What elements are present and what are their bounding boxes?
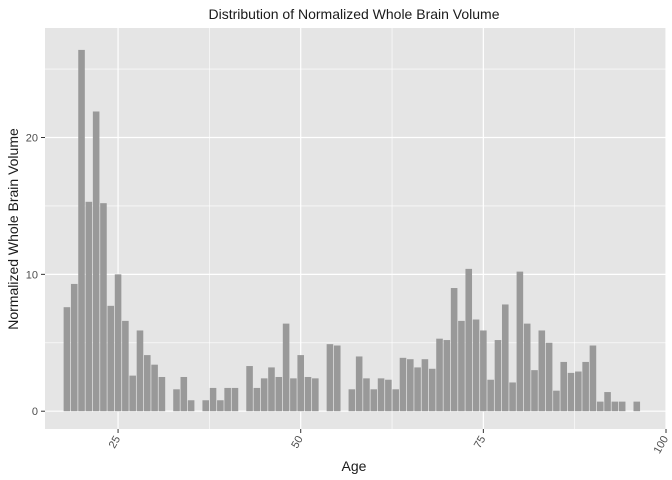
bar — [348, 389, 356, 412]
x-tick-label: 75 — [472, 434, 489, 451]
bar — [312, 378, 319, 412]
bar — [129, 375, 136, 412]
bar — [282, 323, 290, 412]
bar — [582, 361, 589, 412]
bar — [523, 323, 531, 412]
y-axis-title: Normalized Whole Brain Volume — [5, 128, 21, 330]
bar — [158, 376, 166, 412]
bar — [501, 304, 509, 412]
bar — [385, 379, 392, 412]
bar — [370, 389, 378, 412]
chart-title: Distribution of Normalized Whole Brain V… — [208, 6, 499, 22]
bar — [78, 49, 85, 412]
bar — [143, 355, 151, 412]
bar — [326, 344, 334, 412]
bar — [589, 345, 597, 412]
bar — [363, 378, 370, 412]
bar — [516, 271, 524, 412]
y-tick-label: 10 — [26, 269, 38, 281]
bar — [531, 370, 538, 412]
bars — [63, 49, 641, 412]
bar — [494, 340, 502, 412]
grid-minor — [45, 28, 666, 429]
bar — [231, 387, 239, 412]
bar — [297, 355, 304, 412]
bar — [173, 389, 180, 412]
bar — [253, 387, 261, 412]
bar — [63, 307, 71, 412]
bar — [290, 378, 297, 412]
bar — [545, 342, 553, 412]
bar — [304, 376, 312, 412]
bar — [480, 330, 487, 412]
bar — [428, 368, 436, 412]
x-tick-label: 25 — [107, 434, 124, 451]
bar — [333, 345, 341, 412]
bar — [122, 320, 129, 412]
bar — [472, 319, 480, 412]
bar — [596, 401, 604, 412]
bar — [407, 359, 414, 412]
bar — [509, 382, 516, 412]
bar — [187, 400, 195, 412]
bar — [246, 366, 253, 412]
bar — [151, 364, 158, 412]
bar — [136, 330, 144, 412]
bar — [399, 357, 407, 412]
x-tick-label: 100 — [652, 434, 672, 456]
bar — [217, 400, 224, 412]
x-axis-title: Age — [342, 458, 367, 474]
bar — [421, 359, 429, 412]
bar — [114, 274, 122, 412]
bar — [100, 203, 107, 412]
bar — [553, 390, 560, 412]
bar — [70, 283, 78, 412]
bar — [268, 367, 275, 412]
y-tick-label: 20 — [26, 132, 38, 144]
y-tick-labels: 0 10 20 — [26, 132, 38, 418]
bar — [377, 378, 385, 412]
bar — [450, 288, 458, 412]
bar — [604, 392, 611, 412]
bar — [85, 201, 93, 412]
bar — [260, 378, 268, 412]
bar — [611, 401, 619, 412]
bar — [355, 356, 363, 412]
bar — [180, 376, 188, 412]
bar — [633, 401, 641, 412]
bar — [538, 330, 546, 412]
bar — [487, 379, 494, 412]
bar — [465, 268, 473, 412]
axis-ticks — [41, 136, 667, 433]
bar — [567, 372, 575, 412]
bar — [202, 400, 210, 412]
bar — [443, 340, 451, 412]
bar — [458, 320, 465, 412]
bar — [92, 111, 100, 412]
bar — [618, 401, 626, 412]
x-tick-labels: 25 50 75 100 — [107, 434, 671, 456]
bar — [575, 371, 582, 412]
bar — [392, 389, 399, 412]
x-tick-label: 50 — [289, 434, 306, 451]
bar — [224, 387, 231, 412]
bar — [560, 361, 568, 412]
bar — [107, 305, 115, 412]
y-tick-label: 0 — [32, 406, 38, 418]
bar — [436, 338, 443, 412]
bar — [209, 387, 217, 412]
bar — [275, 376, 283, 412]
bar — [414, 367, 421, 412]
